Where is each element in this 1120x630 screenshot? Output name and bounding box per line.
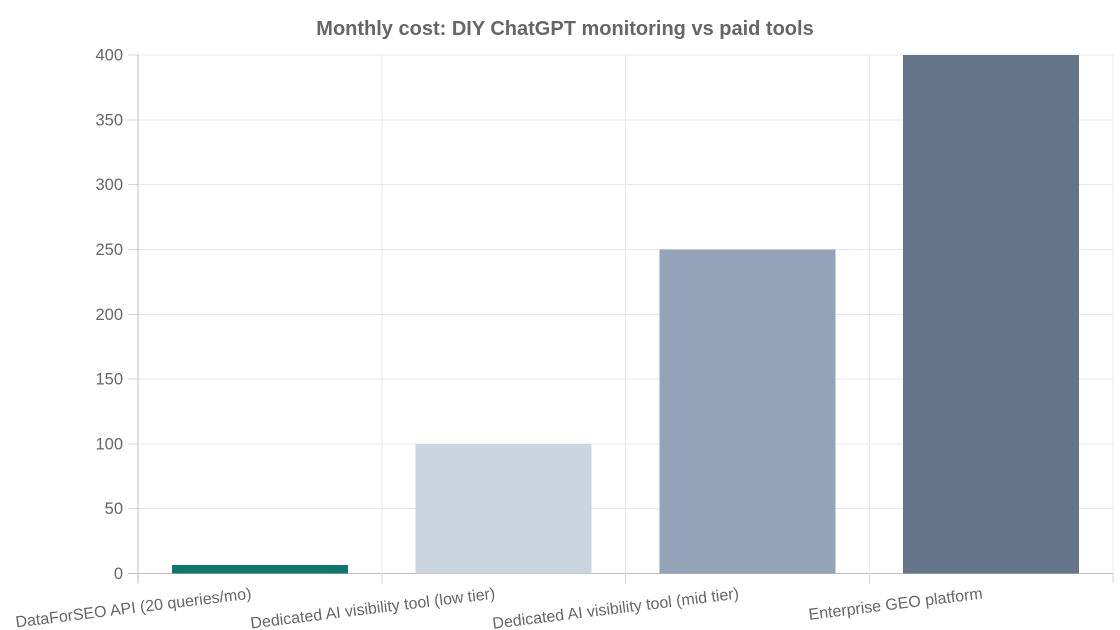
bar [415, 443, 592, 574]
y-tick-label: 100 [95, 435, 123, 453]
y-tick-label: 350 [95, 111, 123, 129]
x-category-label: Enterprise GEO platform [808, 586, 984, 624]
y-tick-label: 150 [95, 371, 123, 389]
y-tick-label: 400 [95, 47, 123, 65]
chart-title: Monthly cost: DIY ChatGPT monitoring vs … [316, 18, 813, 40]
bar [903, 55, 1080, 574]
bar [171, 565, 348, 574]
bar [659, 249, 836, 574]
y-tick-label: 250 [95, 241, 123, 259]
x-category-label: Dedicated AI visibility tool (mid tier) [492, 586, 740, 630]
y-tick-label: 0 [114, 565, 123, 583]
y-tick-label: 200 [95, 306, 123, 324]
y-tick-label: 300 [95, 176, 123, 194]
x-category-label: Dedicated AI visibility tool (low tier) [250, 586, 497, 630]
y-tick-label: 50 [105, 500, 123, 518]
x-category-label: DataForSEO API (20 queries/mo) [15, 586, 253, 630]
